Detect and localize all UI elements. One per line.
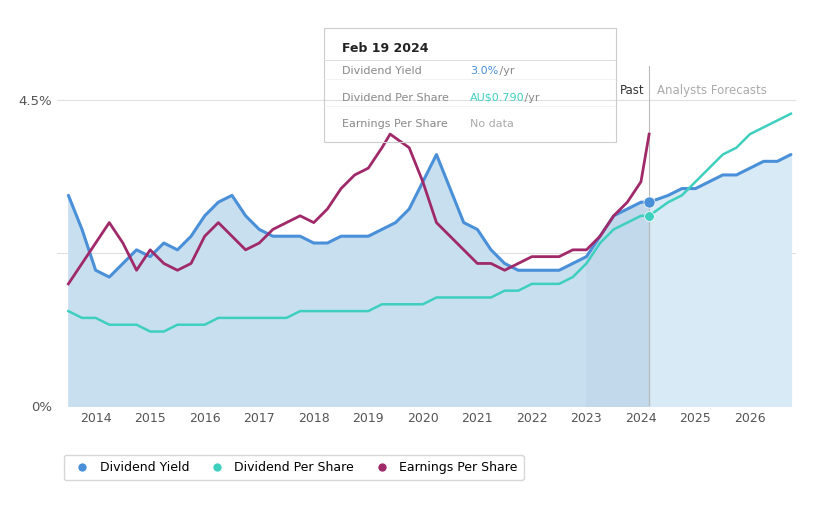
Text: AU$0.790: AU$0.790	[470, 92, 525, 103]
Text: /yr: /yr	[521, 92, 540, 103]
Text: /yr: /yr	[496, 67, 514, 76]
Text: 3.0%: 3.0%	[470, 67, 498, 76]
Text: Dividend Yield: Dividend Yield	[342, 67, 421, 76]
Text: Analysts Forecasts: Analysts Forecasts	[658, 84, 767, 97]
Text: Feb 19 2024: Feb 19 2024	[342, 42, 429, 55]
Text: Earnings Per Share: Earnings Per Share	[342, 119, 447, 129]
Text: Past: Past	[620, 84, 644, 97]
Text: No data: No data	[470, 119, 514, 129]
Legend: Dividend Yield, Dividend Per Share, Earnings Per Share: Dividend Yield, Dividend Per Share, Earn…	[64, 455, 524, 480]
Text: Dividend Per Share: Dividend Per Share	[342, 92, 448, 103]
